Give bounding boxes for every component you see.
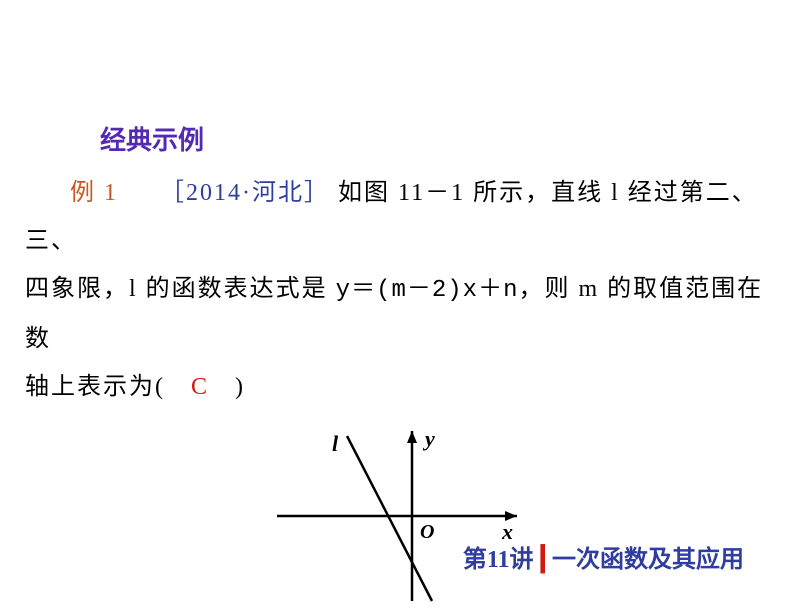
example-line-2: 四象限，l 的函数表达式是 y＝(m－2)x＋n，则 m 的取值范围在数 <box>25 265 769 363</box>
example-formula: y＝(m－2)x＋n <box>336 277 519 304</box>
svg-text:l: l <box>332 431 339 456</box>
example-source: ［2014·河北］ <box>160 180 330 206</box>
spacer <box>126 180 160 206</box>
footer: 第11讲┃一次函数及其应用 <box>463 539 744 574</box>
footer-separator: ┃ <box>534 547 552 573</box>
svg-text:y: y <box>422 426 435 451</box>
example-answer: C <box>191 374 209 400</box>
footer-topic: 一次函数及其应用 <box>552 547 744 573</box>
content-area: 经典示例 例 1 ［2014·河北］ 如图 11－1 所示，直线 l 经过第二、… <box>0 0 794 616</box>
example-line-1: 例 1 ［2014·河北］ 如图 11－1 所示，直线 l 经过第二、三、 <box>25 169 769 265</box>
example-text-2: 四象限，l 的函数表达式是 <box>25 276 336 302</box>
section-title: 经典示例 <box>100 120 769 157</box>
coordinate-figure: lyxO <box>257 421 537 611</box>
figure-container: lyxO <box>25 421 769 616</box>
example-line-3: 轴上表示为( C ) <box>25 363 769 411</box>
svg-text:O: O <box>420 521 434 543</box>
example-text-5: ) <box>209 374 245 400</box>
example-label: 例 1 <box>70 180 118 206</box>
footer-lecture: 第11讲 <box>463 547 534 573</box>
example-text-4: 轴上表示为( <box>25 374 191 400</box>
